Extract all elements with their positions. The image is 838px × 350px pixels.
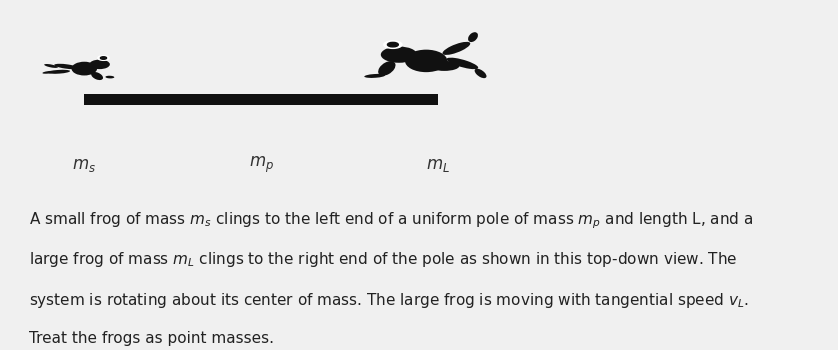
Circle shape	[387, 42, 398, 47]
Ellipse shape	[71, 62, 97, 76]
Ellipse shape	[43, 71, 54, 74]
Bar	[85, 94, 437, 105]
Circle shape	[98, 56, 109, 60]
Ellipse shape	[378, 61, 396, 76]
Ellipse shape	[91, 72, 103, 80]
Ellipse shape	[474, 69, 487, 78]
Text: system is rotating about its center of mass. The large frog is moving with tange: system is rotating about its center of m…	[29, 290, 749, 309]
Ellipse shape	[468, 32, 478, 42]
Circle shape	[384, 41, 402, 48]
Text: large frog of mass $m_L$ clings to the right end of the pole as shown in this to: large frog of mass $m_L$ clings to the r…	[29, 250, 737, 269]
Ellipse shape	[54, 64, 79, 69]
Ellipse shape	[44, 64, 58, 68]
Text: Treat the frogs as point masses.: Treat the frogs as point masses.	[29, 331, 274, 346]
Ellipse shape	[442, 42, 470, 55]
Text: $m_L$: $m_L$	[426, 156, 450, 174]
Ellipse shape	[429, 61, 459, 71]
Ellipse shape	[48, 70, 70, 74]
Ellipse shape	[405, 50, 447, 72]
Text: A small frog of mass $m_s$ clings to the left end of a uniform pole of mass $m_p: A small frog of mass $m_s$ clings to the…	[29, 210, 753, 231]
Ellipse shape	[380, 47, 417, 63]
Ellipse shape	[447, 58, 478, 69]
Text: $m_s$: $m_s$	[72, 156, 96, 174]
Text: $m_p$: $m_p$	[249, 155, 273, 175]
Circle shape	[101, 57, 106, 59]
Ellipse shape	[90, 60, 110, 69]
Ellipse shape	[106, 76, 114, 78]
Ellipse shape	[365, 74, 385, 78]
